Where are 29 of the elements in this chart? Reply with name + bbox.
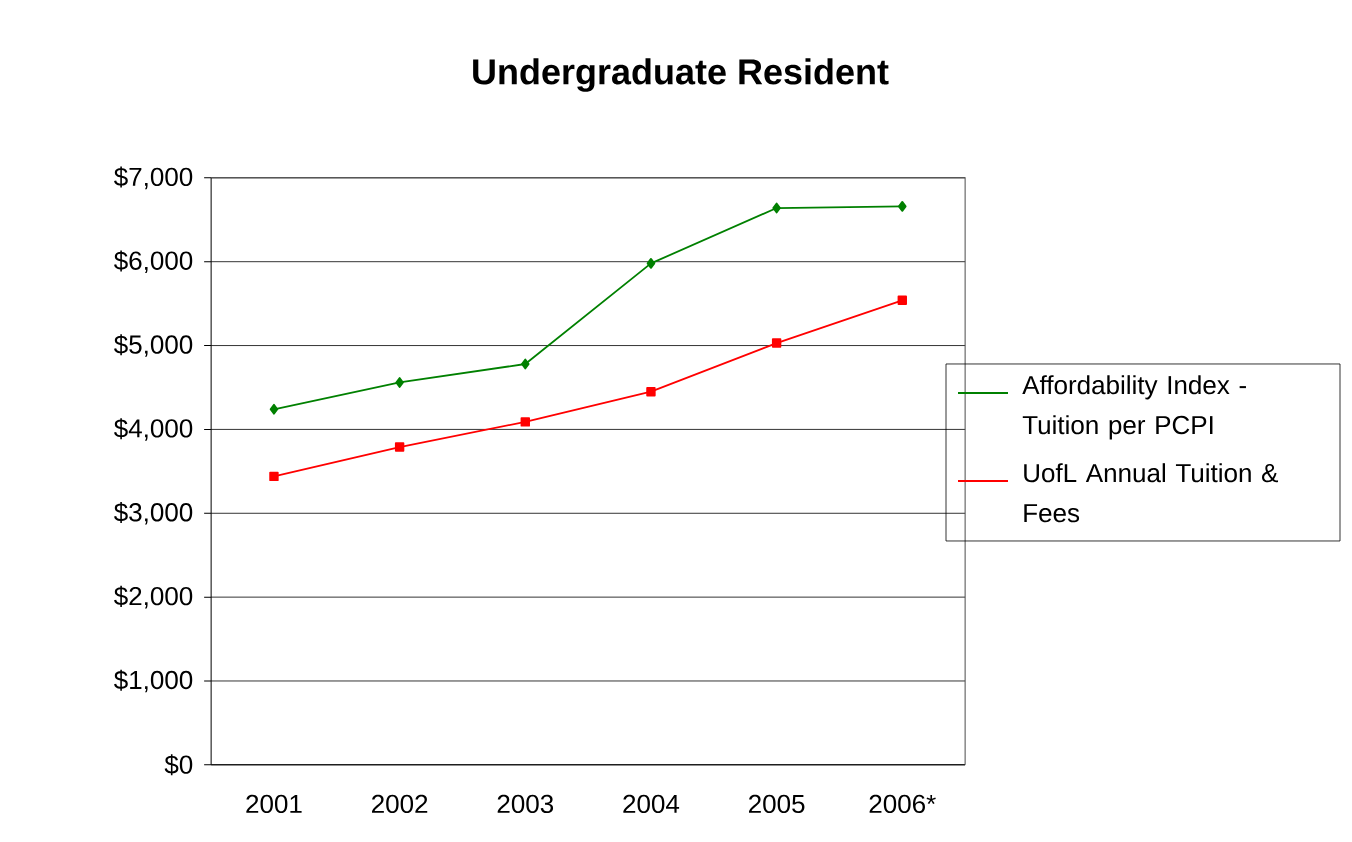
y-tick-label: $2,000 [114, 585, 193, 609]
x-tick-label: 2006* [869, 794, 936, 814]
y-tick-label: $4,000 [114, 418, 193, 441]
point [395, 377, 404, 388]
y-tick-label: $0 [164, 754, 193, 776]
y-tick-label: $1,000 [114, 669, 193, 693]
x-tick-label: 2002 [372, 794, 428, 814]
y-tick-label: $5,000 [114, 334, 193, 357]
y-tick-label: $3,000 [114, 501, 193, 525]
y-tick-label: $7,000 [114, 166, 193, 190]
point [772, 202, 781, 214]
point [520, 417, 530, 427]
y-tick-label: $6,000 [114, 250, 193, 273]
point [269, 403, 279, 415]
point [898, 200, 907, 212]
point [269, 471, 279, 482]
x-tick-label: 2003 [497, 794, 554, 814]
point [394, 442, 405, 452]
x-tick-label: 2004 [623, 794, 680, 814]
chart-title: Undergraduate Resident [473, 58, 889, 92]
legend-label: UofL Annual Tuition & Fees [1024, 463, 1279, 523]
point [771, 338, 782, 348]
point [646, 386, 656, 397]
point [521, 358, 530, 370]
point [897, 295, 907, 305]
legend-label: Affordability Index - Tuition per PCPI [1022, 375, 1246, 440]
x-tick-label: 2005 [749, 794, 805, 814]
x-tick-label: 2001 [246, 794, 302, 814]
point [646, 257, 656, 269]
